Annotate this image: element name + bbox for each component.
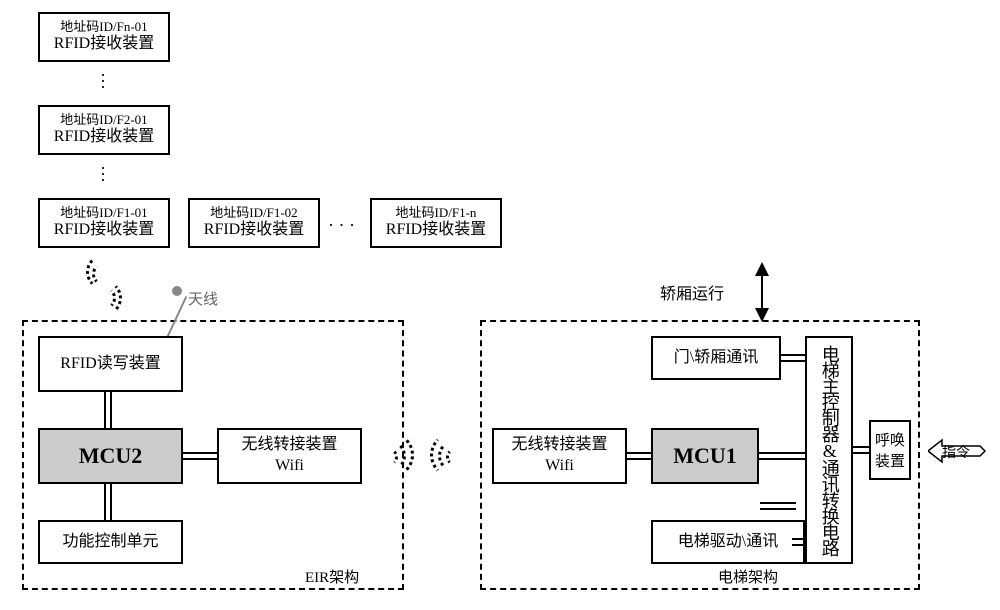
main-ctrl-box: 电梯主控制器&通讯转换电路	[805, 336, 853, 564]
antenna-label: 天线	[188, 288, 218, 309]
antenna-dot-icon	[172, 286, 182, 296]
rfid-tag-addr: 地址码ID/F1-n	[396, 205, 477, 221]
eir-wifi-l1: 无线转接装置	[241, 435, 337, 456]
rfid-rw-label: RFID读写装置	[60, 354, 160, 375]
connector	[792, 538, 805, 546]
rfid-tag-f102: 地址码ID/F1-02 RFID接收装置	[188, 198, 320, 248]
mcu2-box: MCU2	[38, 428, 183, 484]
connector	[781, 354, 805, 362]
vdots-2: ···	[100, 165, 106, 183]
rfid-tag-addr: 地址码ID/F1-01	[60, 205, 147, 221]
call-box: 呼唤 装置	[869, 420, 911, 480]
func-ctrl-label: 功能控制单元	[62, 532, 158, 553]
eir-wifi-box: 无线转接装置 Wifi	[217, 428, 362, 484]
connector	[627, 452, 651, 460]
eir-wifi-l2: Wifi	[275, 456, 304, 477]
connector	[759, 452, 805, 460]
call-l1: 呼唤	[875, 429, 905, 450]
func-ctrl-box: 功能控制单元	[38, 520, 183, 564]
call-l2: 装置	[875, 450, 905, 471]
elev-wifi-box: 无线转接装置 Wifi	[492, 428, 627, 484]
rf-arc-icon	[92, 286, 116, 310]
drive-comm-label: 电梯驱动\通讯	[678, 532, 778, 553]
mcu1-label: MCU1	[673, 443, 737, 469]
mcu1-box: MCU1	[651, 428, 759, 484]
rfid-tag-label: RFID接收装置	[204, 220, 304, 241]
rfid-tag-label: RFID接收装置	[54, 220, 154, 241]
door-comm-label: 门\轿厢通讯	[674, 348, 758, 369]
rfid-tag-f201: 地址码ID/F2-01 RFID接收装置	[38, 105, 170, 155]
connector	[853, 446, 869, 454]
eir-frame-label: EIR架构	[305, 566, 359, 587]
vdots-1: ···	[100, 72, 106, 90]
hdots-1: · · ·	[328, 215, 355, 236]
main-ctrl-label: 电梯主控制器&通讯转换电路	[818, 345, 840, 555]
rfid-tag-addr: 地址码ID/F2-01	[60, 112, 147, 128]
wifi-arc-icon	[446, 448, 464, 466]
connector	[104, 484, 112, 520]
rfid-rw-box: RFID读写装置	[38, 336, 183, 392]
arrow-down-icon	[755, 308, 769, 322]
connector	[183, 452, 217, 460]
rfid-tag-addr: 地址码ID/F1-02	[210, 205, 297, 221]
rfid-tag-label: RFID接收装置	[54, 127, 154, 148]
rfid-tag-label: RFID接收装置	[54, 34, 154, 55]
drive-comm-box: 电梯驱动\通讯	[651, 520, 805, 564]
connector	[760, 502, 796, 510]
mcu2-label: MCU2	[79, 443, 143, 469]
rfid-tag-label: RFID接收装置	[386, 220, 486, 241]
rfid-tag-addr: 地址码ID/Fn-01	[60, 19, 147, 35]
door-comm-box: 门\轿厢通讯	[651, 336, 781, 380]
connector	[104, 392, 112, 428]
elevator-frame-label: 电梯架构	[718, 566, 778, 587]
arrow-line	[761, 274, 763, 310]
car-run-label: 轿厢运行	[660, 280, 724, 304]
elev-wifi-l2: Wifi	[545, 456, 574, 477]
wifi-arc-icon	[380, 448, 398, 466]
rfid-tag-f1n: 地址码ID/F1-n RFID接收装置	[370, 198, 502, 248]
elev-wifi-l1: 无线转接装置	[511, 435, 607, 456]
rfid-tag-f101: 地址码ID/F1-01 RFID接收装置	[38, 198, 170, 248]
rfid-tag-fn01: 地址码ID/Fn-01 RFID接收装置	[38, 12, 170, 62]
cmd-label: 指令	[942, 442, 970, 462]
